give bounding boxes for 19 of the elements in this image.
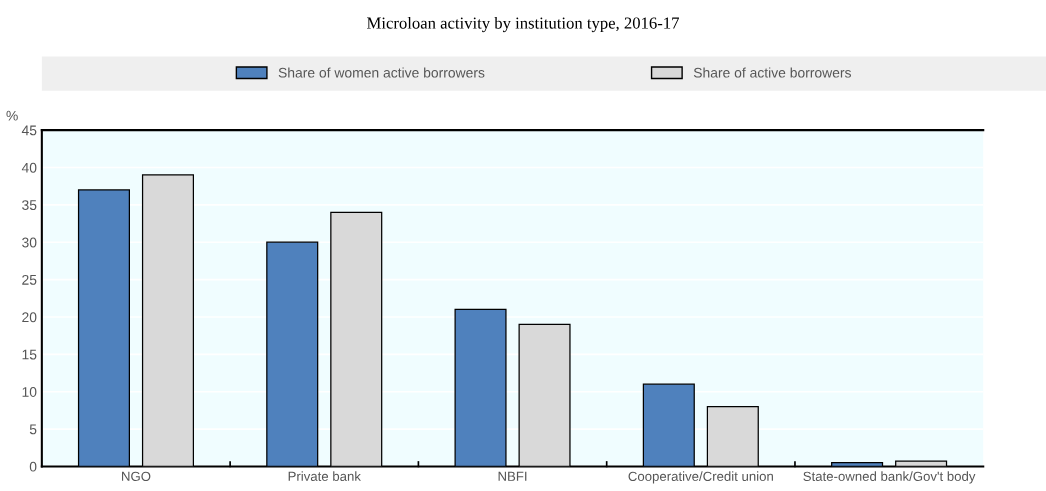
x-tick-label: NBFI: [498, 471, 527, 481]
y-tick-label: 15: [22, 349, 37, 360]
x-tick-label: Cooperative/Credit union: [628, 471, 773, 484]
y-tick-label: 45: [21, 125, 37, 136]
y-tick-label: 35: [22, 200, 37, 211]
y-tick-label: 40: [21, 162, 37, 173]
x-tick-label: Private bank: [288, 471, 361, 481]
y-tick-label: 20: [22, 312, 37, 323]
y-tick-label: 25: [22, 274, 37, 285]
y-tick-label: 5: [29, 424, 37, 435]
y-tick-label: 10: [22, 387, 37, 397]
chart-title: Microloan activity by institution type, 2016-17: [367, 16, 679, 33]
y-tick-label: 30: [22, 237, 37, 248]
legend-label: Share of women active borrowers: [278, 67, 485, 78]
y-tick-label: 0: [29, 461, 37, 472]
legend-label: Share of active borrowers: [693, 67, 851, 78]
x-tick-label: State-owned bank/Gov't body: [803, 471, 976, 484]
x-tick-label: NGO: [122, 471, 151, 481]
y-axis-title: %: [6, 110, 18, 121]
